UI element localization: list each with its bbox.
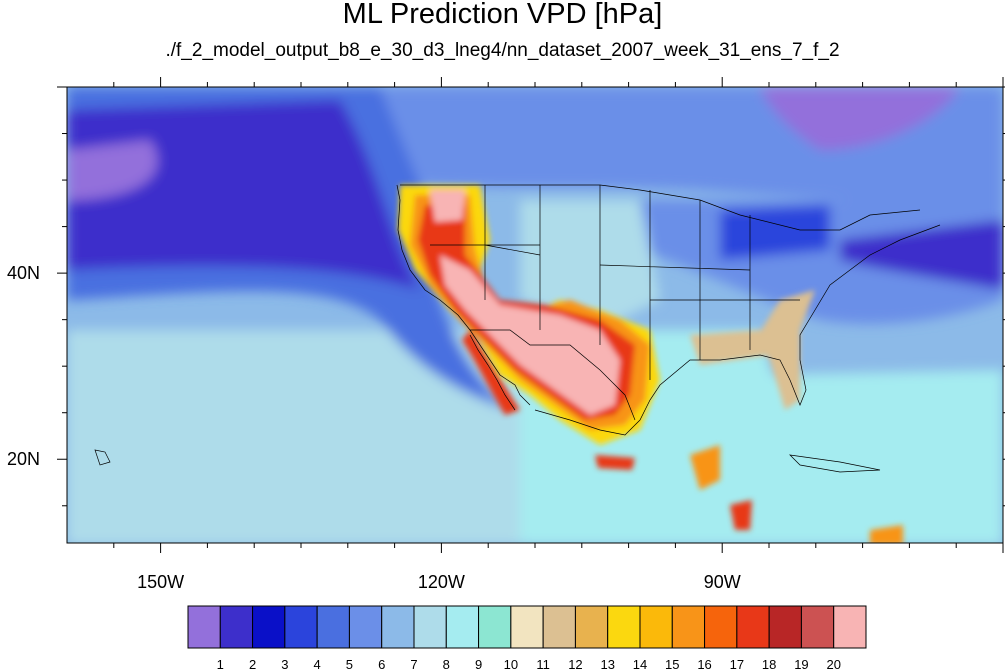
northeast-coast-region [840,220,1003,290]
x-tick-label: 90W [704,572,741,592]
colorbar-label: 8 [443,657,450,672]
colorbar-swatch [478,605,512,649]
yucatan-region [595,455,635,470]
colorbar-swatch [284,605,318,649]
map-boundaries [94,184,941,473]
gulf-of-alaska-region [67,140,158,200]
cuba-outline [789,454,881,473]
colorbar-label: 20 [826,657,840,672]
colorbar-label: 15 [665,657,679,672]
colorbar-label: 16 [697,657,711,672]
colorbar-swatch [219,605,254,649]
colorbar-swatch [316,605,350,649]
chart-subtitle: ./f_2_model_output_b8_e_30_d3_lneg4/nn_d… [165,40,840,61]
hudson-bay-region [760,87,960,150]
colorbar-label: 13 [600,657,614,672]
colorbar-label: 2 [249,657,256,672]
state-lines-east [599,190,800,380]
colorbar-swatch [413,605,447,649]
colorbar-label: 9 [475,657,482,672]
colorbar-swatch [800,605,835,649]
great-plains-region [520,200,660,330]
colorbar-swatch [445,605,480,649]
gulf-coastline [534,224,941,436]
colorbar-label: 7 [410,657,417,672]
ne-pacific-core [67,100,420,290]
colorbar-swatch [381,605,415,649]
colorbar-swatch [768,605,802,649]
colorbar-swatch [704,605,738,649]
colorbar-label: 12 [568,657,582,672]
florida-region [755,290,815,410]
hawaii-outline [94,449,111,466]
colorbar-label: 11 [536,657,550,672]
venezuela-region [870,525,903,543]
nicaragua-region [730,500,752,530]
colorbar-label: 18 [762,657,776,672]
colorbar-swatch [574,605,609,649]
colorbar-swatch [187,605,221,649]
pacific-subtropical-region [67,330,520,543]
x-tick-label: 150W [137,572,184,592]
west-coastline [396,184,531,406]
colorbar-swatch [510,605,544,649]
us-canada-border [400,184,921,231]
colorbar-swatch [639,605,673,649]
colorbar-swatch [607,605,641,649]
x-tick-label: 120W [418,572,465,592]
us-mexico-border [470,329,636,421]
baja-coastline [469,334,516,411]
great-lakes-region [720,205,830,260]
colorbar-swatch [348,605,383,649]
colorbar-label: 6 [378,657,385,672]
y-tick-label: 20N [7,449,40,469]
colorbar-label: 1 [217,657,224,672]
colorbar-swatch [736,605,770,649]
colorbar-swatch [671,605,706,649]
colorbar-label: 14 [633,657,647,672]
colorbar-label: 3 [281,657,288,672]
colorbar-swatch [833,605,867,649]
colorbar-label: 10 [504,657,518,672]
colorbar-label: 4 [314,657,321,672]
colorbar-label: 17 [730,657,744,672]
colorbar-label: 19 [794,657,808,672]
chart-title: ML Prediction VPD [hPa] [342,0,663,30]
central-america-region [690,445,720,490]
map-ticks: 150W 120W 90W 40N 20N [7,77,1005,592]
colorbar: 1 2 3 4 5 6 7 8 9 10 11 12 13 14 15 16 17 18 19 20 [187,605,867,672]
colorbar-swatch [542,605,576,649]
colorbar-label: 5 [346,657,353,672]
y-tick-label: 40N [7,263,40,283]
colorbar-swatch [252,605,286,649]
idaho-oregon-hot-region [430,190,465,222]
map-plot-area [67,87,1003,543]
baja-region [462,330,520,415]
